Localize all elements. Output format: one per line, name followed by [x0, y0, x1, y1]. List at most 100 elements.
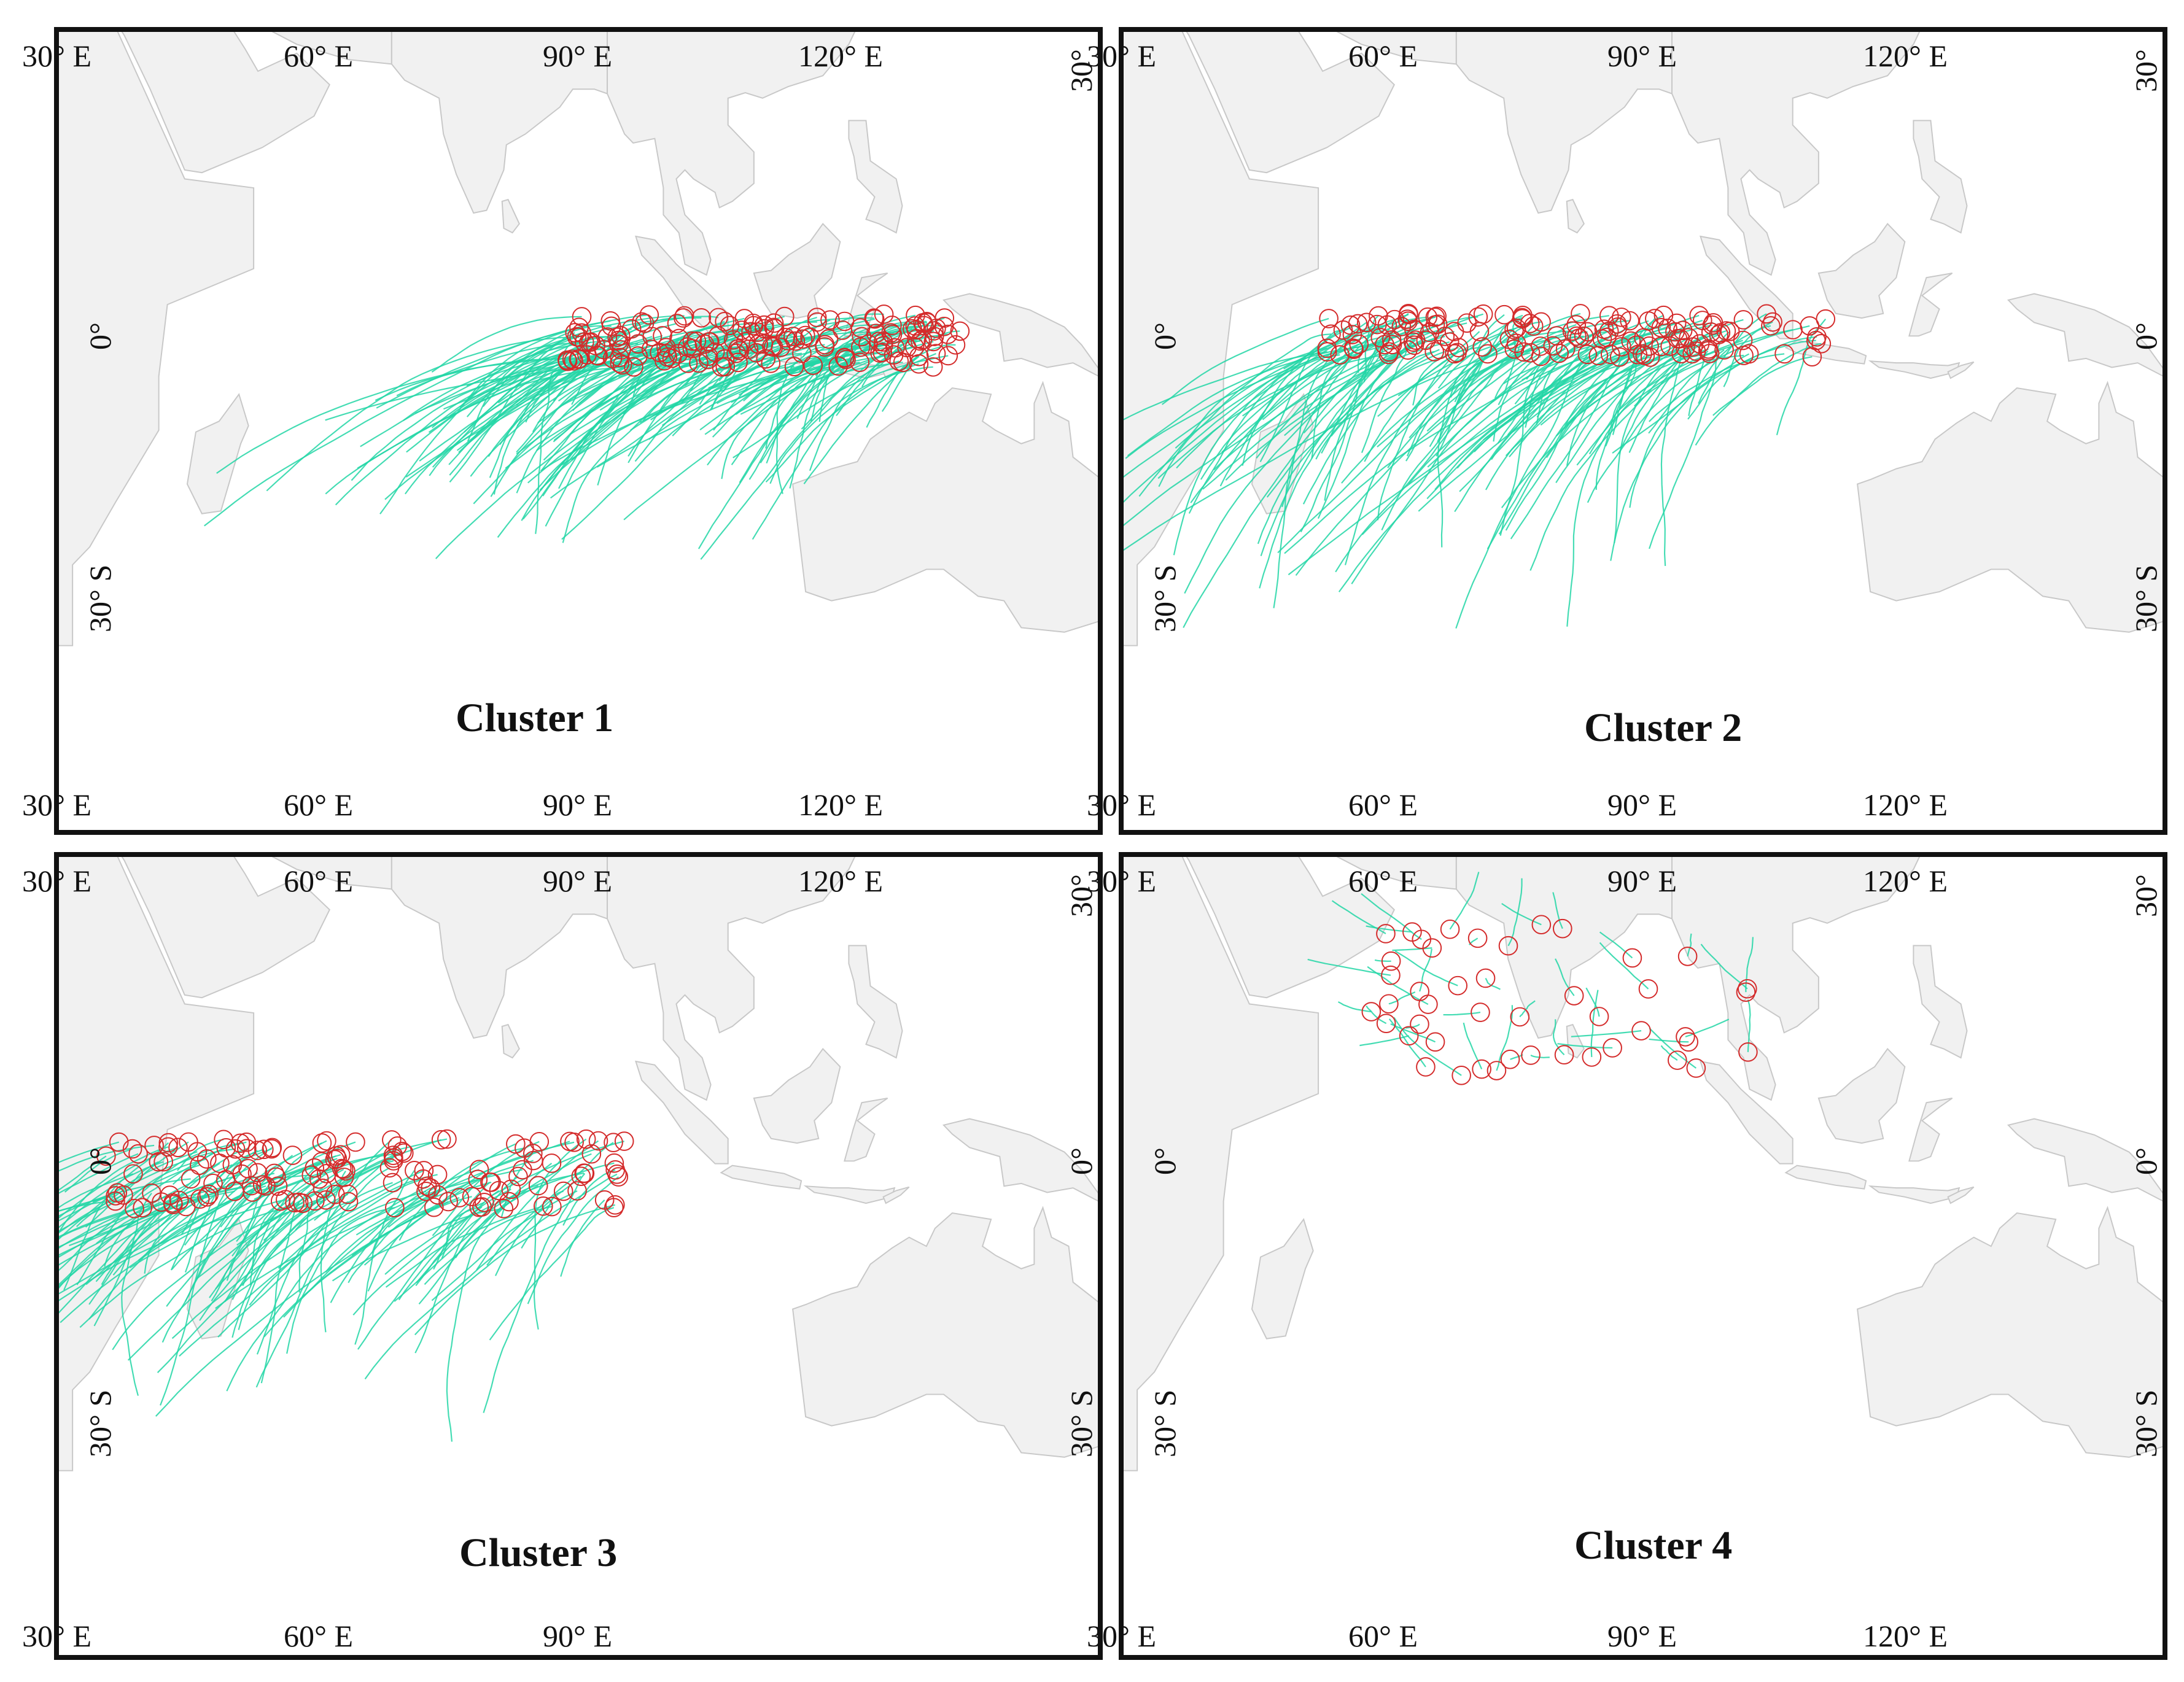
genesis-marker [1367, 314, 1387, 335]
genesis-marker [744, 313, 763, 333]
lat-label: 0° [1148, 322, 1182, 350]
genesis-marker [764, 313, 784, 333]
genesis-marker [1418, 994, 1438, 1014]
genesis-marker [1639, 311, 1658, 331]
genesis-marker [1547, 326, 1567, 346]
genesis-marker [1467, 928, 1488, 948]
genesis-marker [1738, 1042, 1758, 1062]
cyclone-track [1434, 355, 1599, 490]
genesis-marker [506, 1134, 526, 1154]
cyclone-track [628, 366, 722, 457]
genesis-marker [1562, 321, 1582, 341]
genesis-marker [764, 319, 785, 339]
genesis-marker [602, 348, 623, 368]
cyclone-track [543, 327, 774, 461]
cyclone-track [1377, 352, 1531, 448]
madagascar-landmass [186, 393, 249, 514]
cyclone-track [1405, 1023, 1420, 1029]
genesis-marker [431, 1130, 451, 1150]
genesis-marker [230, 1133, 251, 1153]
genesis-marker [190, 1189, 210, 1209]
panel-title: Cluster 2 [1584, 705, 1743, 750]
genesis-marker [203, 1173, 223, 1193]
cyclone-track [736, 343, 869, 415]
genesis-marker [469, 1160, 489, 1180]
genesis-marker [1379, 994, 1399, 1014]
lon-label: 60° E [284, 864, 354, 898]
cyclone-track [770, 325, 925, 386]
cyclone-track [1566, 345, 1671, 466]
genesis-marker [334, 1168, 354, 1187]
cyclone-track [1459, 327, 1661, 492]
cyclone-track [348, 1206, 435, 1284]
genesis-marker [1375, 335, 1394, 355]
genesis-marker [1690, 334, 1710, 354]
genesis-marker [607, 327, 627, 347]
genesis-marker [1361, 1002, 1382, 1021]
timor-landmass [882, 1186, 910, 1204]
genesis-marker [305, 1158, 324, 1178]
australia-landmass [1857, 381, 2163, 633]
cyclone-track [1390, 1023, 1436, 1043]
genesis-marker [1376, 924, 1396, 944]
genesis-marker [917, 312, 937, 333]
borneo-landmass [753, 1048, 841, 1144]
cyclone-track [1394, 950, 1458, 986]
genesis-marker [1665, 322, 1685, 342]
panel-title: Cluster 3 [459, 1530, 618, 1575]
genesis-marker [836, 349, 856, 370]
genesis-marker [1398, 340, 1418, 360]
genesis-marker [1709, 325, 1729, 344]
cyclone-track [1455, 336, 1607, 629]
cyclone-track [354, 1194, 438, 1345]
genesis-marker [472, 1197, 492, 1217]
genesis-marker [197, 1149, 217, 1169]
genesis-marker [1816, 309, 1836, 329]
cyclone-track [1555, 958, 1575, 996]
genesis-marker [262, 1137, 282, 1158]
genesis-marker [513, 1160, 532, 1180]
genesis-marker [755, 319, 774, 339]
cyclone-track [1747, 999, 1751, 1052]
genesis-marker [1349, 334, 1369, 354]
genesis-marker [784, 357, 804, 376]
lesser-sunda-landmass [803, 1185, 896, 1204]
indochina-landmass [607, 857, 856, 1101]
genesis-marker [567, 327, 587, 347]
cyclone-track [1660, 347, 1686, 567]
genesis-marker [732, 320, 752, 340]
cyclone-track [527, 1176, 619, 1304]
lon-label: 30° E [1087, 864, 1157, 898]
borneo-landmass [1817, 223, 1906, 319]
genesis-marker [1404, 319, 1424, 339]
genesis-marker [569, 317, 589, 338]
genesis-marker [771, 338, 791, 357]
genesis-marker [1520, 343, 1541, 363]
newguinea-landmass [942, 293, 1098, 377]
cyclone-track [1338, 1001, 1372, 1013]
genesis-marker [427, 1165, 448, 1185]
australia-landmass [1857, 1206, 2163, 1458]
genesis-marker [133, 1198, 152, 1218]
genesis-marker [533, 1196, 553, 1216]
cyclone-track [1412, 346, 1483, 406]
genesis-marker [1382, 335, 1402, 355]
genesis-marker [494, 1199, 514, 1219]
genesis-marker [1676, 1027, 1695, 1047]
lat-label: 30° S [2129, 564, 2163, 632]
genesis-marker [237, 1139, 257, 1158]
genesis-marker [163, 1195, 183, 1215]
genesis-marker [1404, 335, 1424, 355]
genesis-marker [1612, 308, 1631, 327]
genesis-marker [282, 1145, 303, 1165]
genesis-marker [1633, 344, 1652, 364]
genesis-marker [1478, 344, 1498, 364]
cyclone-track [709, 346, 781, 411]
genesis-marker [1330, 345, 1350, 365]
cyclone-track [387, 1143, 516, 1228]
cyclone-track [171, 1158, 335, 1270]
genesis-marker [564, 351, 584, 371]
cyclone-track [1566, 353, 1693, 627]
genesis-marker [1471, 1002, 1490, 1022]
genesis-marker [852, 327, 872, 347]
